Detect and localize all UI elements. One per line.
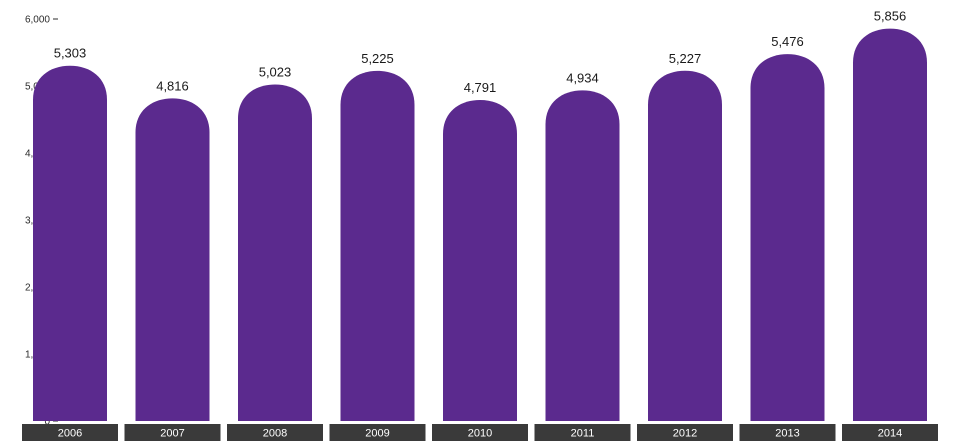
category-label-box [534,424,631,441]
y-tick-label: 6,000 [25,15,50,26]
bar-2010 [443,100,517,422]
bar-2013 [750,54,825,421]
category-label-box [22,424,118,441]
bar-2012 [648,70,722,421]
bar-2009 [340,70,415,422]
category-label-box [124,424,221,441]
value-labels: 5,303 4,816 5,023 5,225 4,791 4,934 5,227 5,476… [54,9,907,95]
category-label-box [637,424,733,441]
value-label: 5,023 [259,64,292,79]
value-label: 5,303 [54,46,87,61]
bar-2007 [135,98,210,421]
category-label: 2009 [365,428,389,440]
category-label-box [329,424,426,441]
category-label: 2006 [58,428,82,440]
category-label-box [432,424,528,441]
value-label: 5,225 [361,51,394,66]
value-label: 4,791 [464,80,497,95]
value-label: 5,476 [771,34,804,49]
bars [33,28,927,422]
bar-2008 [238,84,312,422]
bar-2014 [853,28,927,421]
category-label: 2010 [468,428,492,440]
value-label: 5,856 [874,9,907,24]
value-label: 5,227 [669,51,702,66]
category-label: 2007 [160,428,184,440]
category-label: 2008 [263,428,287,440]
value-label: 4,934 [566,70,599,85]
y-tick-label: 0 [44,417,50,428]
bar-2011 [545,90,620,421]
category-label: 2012 [673,428,697,440]
category-label-box [739,424,836,441]
bar-2006 [33,65,107,421]
category-label: 2013 [775,428,799,440]
category-label: 2011 [571,428,595,440]
category-label-box [227,424,323,441]
value-label: 4,816 [156,78,189,93]
category-label: 2014 [878,428,902,440]
category-label-box [842,424,938,441]
x-axis: 2006 2007 2008 2009 2010 2011 2012 2013 2014 [22,424,938,441]
